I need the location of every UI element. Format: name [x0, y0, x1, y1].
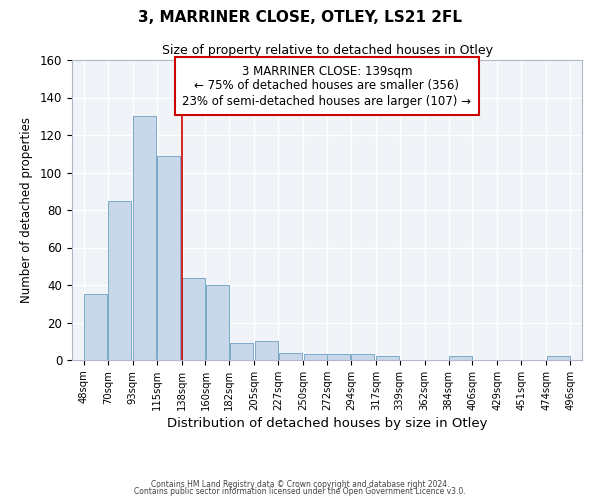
- Bar: [278, 352, 302, 360]
- Text: 3 MARRINER CLOSE: 139sqm
← 75% of detached houses are smaller (356)
23% of semi-: 3 MARRINER CLOSE: 139sqm ← 75% of detach…: [182, 64, 472, 108]
- Bar: [133, 116, 156, 360]
- Bar: [328, 354, 350, 360]
- Text: Contains HM Land Registry data © Crown copyright and database right 2024.: Contains HM Land Registry data © Crown c…: [151, 480, 449, 489]
- Text: Contains public sector information licensed under the Open Government Licence v3: Contains public sector information licen…: [134, 487, 466, 496]
- Bar: [108, 200, 131, 360]
- Bar: [206, 285, 229, 360]
- Bar: [157, 156, 180, 360]
- Title: Size of property relative to detached houses in Otley: Size of property relative to detached ho…: [161, 44, 493, 58]
- Bar: [230, 343, 253, 360]
- Bar: [352, 354, 374, 360]
- Bar: [376, 356, 399, 360]
- X-axis label: Distribution of detached houses by size in Otley: Distribution of detached houses by size …: [167, 417, 487, 430]
- Bar: [255, 341, 278, 360]
- Bar: [304, 354, 326, 360]
- Y-axis label: Number of detached properties: Number of detached properties: [20, 117, 33, 303]
- Bar: [547, 356, 569, 360]
- Bar: [85, 294, 107, 360]
- Text: 3, MARRINER CLOSE, OTLEY, LS21 2FL: 3, MARRINER CLOSE, OTLEY, LS21 2FL: [138, 10, 462, 25]
- Bar: [449, 356, 472, 360]
- Bar: [182, 278, 205, 360]
